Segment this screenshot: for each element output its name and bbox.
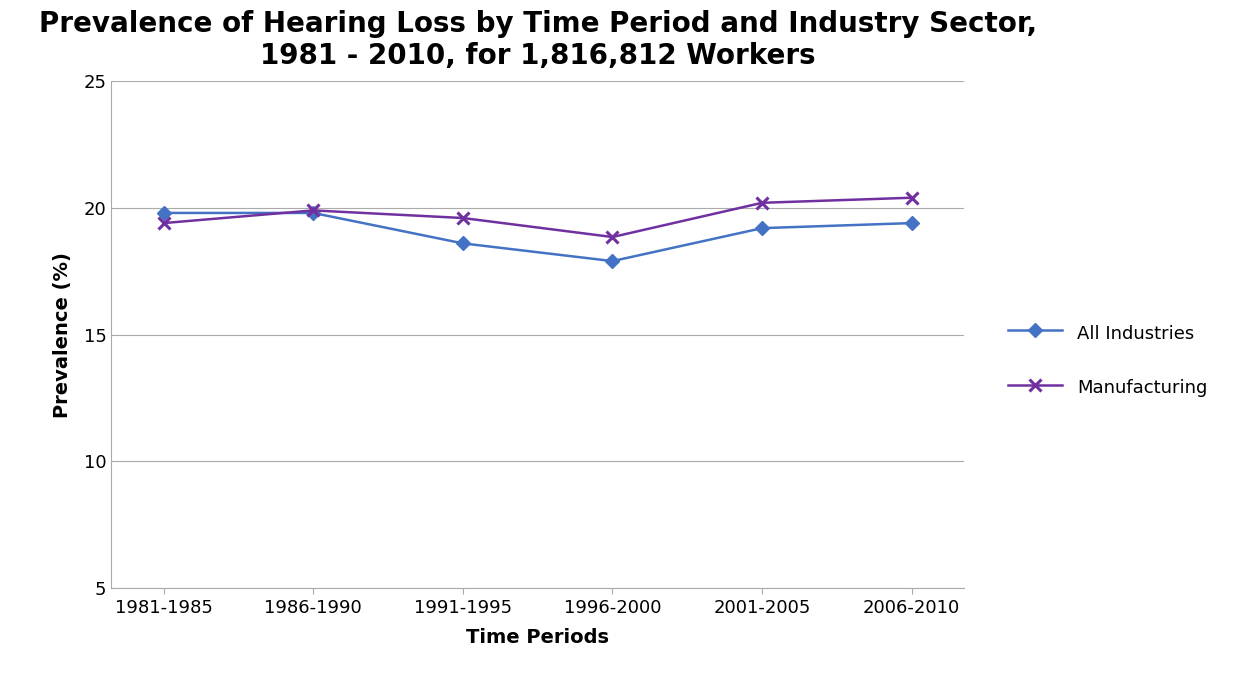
Legend: All Industries, Manufacturing: All Industries, Manufacturing [990, 304, 1225, 416]
Manufacturing [305, 206, 320, 214]
All Industries [755, 224, 770, 233]
Y-axis label: Prevalence (%): Prevalence (%) [53, 251, 72, 418]
Manufacturing [156, 219, 171, 227]
X-axis label: Time Periods: Time Periods [466, 627, 609, 647]
Manufacturing [606, 233, 620, 241]
All Industries [455, 239, 470, 247]
Manufacturing [905, 194, 920, 202]
Line: All Industries: All Industries [158, 208, 917, 266]
All Industries [156, 209, 171, 217]
All Industries [606, 257, 620, 265]
Manufacturing [455, 214, 470, 222]
Title: Prevalence of Hearing Loss by Time Period and Industry Sector,
1981 - 2010, for : Prevalence of Hearing Loss by Time Perio… [38, 10, 1037, 70]
Manufacturing [755, 199, 770, 207]
All Industries [905, 219, 920, 227]
All Industries [305, 209, 320, 217]
Line: Manufacturing: Manufacturing [157, 191, 918, 243]
